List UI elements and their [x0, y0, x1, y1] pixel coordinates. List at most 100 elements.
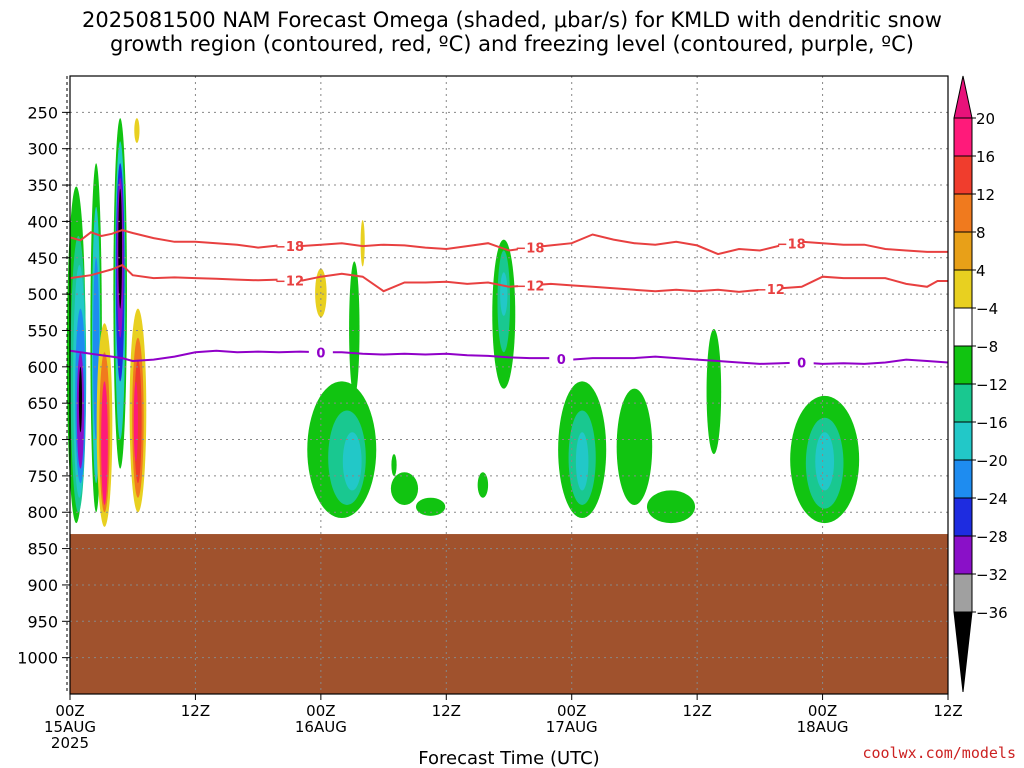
dgz_minus12-label-bg-1	[517, 277, 542, 294]
omega-pos-yellow-top	[134, 118, 140, 143]
freezing_level-label-1: 0	[557, 353, 566, 368]
freezing_level-label-bg-0	[308, 344, 333, 361]
colorbar-swatch-2	[953, 193, 973, 233]
colorbar-label-2: 12	[976, 186, 995, 204]
omega-18aug-cyan	[815, 432, 835, 491]
colorbar-swatch-5	[953, 307, 973, 347]
x-tick-date-6: 18AUG	[797, 718, 849, 736]
y-tick-label-850: 850	[27, 540, 58, 559]
colorbar-swatch-1	[953, 155, 973, 195]
y-tick-label-1000: 1000	[17, 649, 58, 668]
dgz_minus18-label-2: −18	[777, 238, 806, 253]
dgz_minus12-label-0: −12	[275, 274, 304, 289]
omega-main-black	[118, 188, 123, 309]
colorbar-top-arrow	[953, 75, 973, 119]
colorbar-label-6: −8	[976, 338, 998, 356]
colorbar-label-0: 20	[976, 110, 995, 128]
omega-17aug-green-c	[646, 490, 696, 524]
x-tick-label-0: 00Z	[55, 702, 84, 720]
x-tick-label-4: 00Z	[557, 702, 586, 720]
omega-pos-pink-2	[133, 381, 138, 462]
omega-17aug-cyan-a	[575, 432, 589, 491]
colorbar-swatch-4	[953, 269, 973, 309]
x-tick-label-7: 12Z	[933, 702, 962, 720]
y-tick-label-650: 650	[27, 394, 58, 413]
dgz_minus18-label-0: −18	[275, 240, 304, 255]
site-credit: coolwx.com/models	[862, 744, 1016, 762]
colorbar-label-3: 8	[976, 224, 986, 242]
colorbar-swatch-6	[953, 345, 973, 385]
y-tick-label-750: 750	[27, 467, 58, 486]
axis-layer: 250 300 350 400 450 500 550 600 650 700 750 800 850 9…	[17, 75, 963, 768]
colorbar-bottom-arrow	[953, 611, 973, 693]
chart-title-line2: growth region (contoured, red, ºC) and f…	[110, 32, 914, 56]
omega-left-black	[78, 366, 83, 433]
colorbar-label-1: 16	[976, 148, 995, 166]
dgz_minus18-label-bg-1	[517, 239, 542, 256]
freezing_level-label-bg-1	[549, 350, 574, 367]
y-tick-label-450: 450	[27, 249, 58, 268]
dgz_minus12-label-1: −12	[515, 279, 544, 294]
omega-16aug-scatter-4	[391, 454, 397, 476]
y-tick-label-950: 950	[27, 612, 58, 631]
y-tick-label-300: 300	[27, 140, 58, 159]
omega-16aug-scatter-2	[415, 497, 446, 516]
colorbar-label-12: −32	[976, 566, 1008, 584]
omega-16aug-cyan	[342, 432, 362, 491]
y-tick-label-250: 250	[27, 103, 58, 122]
colorbar-swatch-12	[953, 573, 973, 613]
x-tick-date-4: 17AUG	[546, 718, 598, 736]
colorbar-label-7: −12	[976, 376, 1008, 394]
omega-16aug-green-top	[349, 261, 360, 396]
omega-16aug-scatter-3	[477, 472, 489, 498]
y-tick-label-400: 400	[27, 212, 58, 231]
y-tick-label-350: 350	[27, 176, 58, 195]
grid-layer	[70, 76, 948, 694]
dgz_minus12-line	[69, 263, 948, 293]
plot-frame	[69, 75, 949, 695]
colorbar-label-11: −28	[976, 528, 1008, 546]
colorbar-label-5: −4	[976, 300, 998, 318]
freezing_level-label-2: 0	[797, 356, 806, 371]
omega-1712-green	[706, 329, 722, 455]
omega-pos-yellow-16aug-b	[360, 219, 365, 267]
x-tick-date-2: 16AUG	[295, 718, 347, 736]
terrain-layer	[70, 534, 948, 694]
y-tick-label-800: 800	[27, 503, 58, 522]
colorbar-swatch-9	[953, 459, 973, 499]
y-tick-label-900: 900	[27, 576, 58, 595]
colorbar-label-10: −24	[976, 490, 1008, 508]
x-tick-label-5: 12Z	[682, 702, 711, 720]
y-tick-label-500: 500	[27, 285, 58, 304]
y-tick-label-550: 550	[27, 321, 58, 340]
x-tick-label-2: 00Z	[306, 702, 335, 720]
y-tick-label-700: 700	[27, 431, 58, 450]
omega-16aug-scatter-1	[390, 472, 419, 505]
colorbar-swatch-0	[953, 117, 973, 157]
colorbar-swatch-11	[953, 535, 973, 575]
x-tick-label-6: 00Z	[808, 702, 837, 720]
chart-title-line1: 2025081500 NAM Forecast Omega (shaded, μ…	[82, 8, 942, 32]
colorbar-swatch-10	[953, 497, 973, 537]
contour-layer: −18 −18 −18 −12 −12 −12 0 0 0	[69, 229, 949, 371]
colorbar-label-9: −20	[976, 452, 1008, 470]
colorbar-label-13: −36	[976, 604, 1008, 622]
freezing_level-label-0: 0	[316, 346, 325, 361]
omega-17aug-green-b	[616, 388, 653, 505]
colorbar: 20 16 12 8 4 −4 −8 −12 −16 −20 −24 −28 −32 −36	[953, 75, 1008, 693]
omega-shading-layer	[66, 118, 860, 527]
dgz_minus18-line	[69, 229, 948, 256]
colorbar-swatch-7	[953, 383, 973, 423]
freezing_level-label-bg-2	[789, 354, 814, 371]
x-tick-date-0: 15AUG	[44, 718, 96, 736]
dgz_minus18-label-1: −18	[515, 242, 544, 257]
x-tick-label-1: 12Z	[181, 702, 210, 720]
colorbar-label-4: 4	[976, 262, 986, 280]
colorbar-swatch-3	[953, 231, 973, 271]
x-tick-label-3: 12Z	[432, 702, 461, 720]
omega-pos-pink-1	[101, 381, 108, 505]
x-tick-year-0: 2025	[51, 734, 89, 752]
dgz_minus12-label-bg-0	[277, 272, 302, 289]
colorbar-swatch-8	[953, 421, 973, 461]
